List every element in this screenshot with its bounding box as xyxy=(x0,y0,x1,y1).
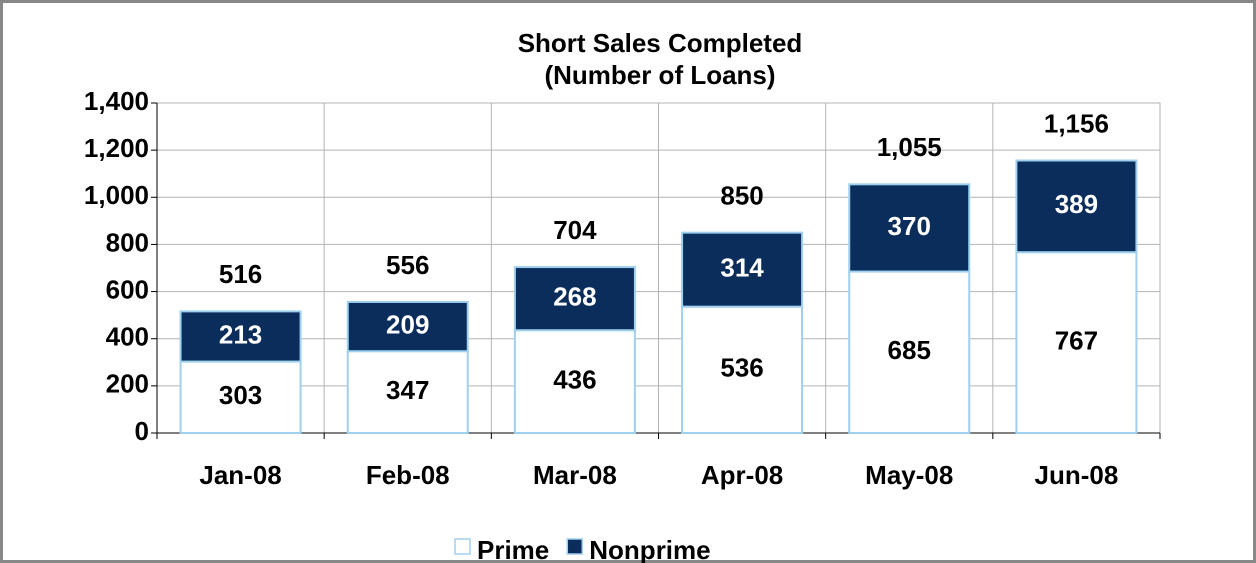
value-label: 314 xyxy=(720,253,764,283)
bar-segment xyxy=(346,300,469,353)
bar-segment xyxy=(848,183,971,273)
legend-label: Nonprime xyxy=(589,535,710,563)
total-label: 516 xyxy=(219,259,262,289)
chart-subtitle: (Number of Loans) xyxy=(544,60,775,90)
total-label: 1,156 xyxy=(1044,108,1109,138)
x-tick-label: Jun-08 xyxy=(1035,460,1119,490)
value-label: 303 xyxy=(219,380,262,410)
value-label: 268 xyxy=(553,282,596,312)
bar-segment xyxy=(681,231,804,308)
legend-swatch xyxy=(566,538,584,555)
bar-segment xyxy=(179,360,302,435)
value-label: 389 xyxy=(1055,189,1098,219)
bar-segment xyxy=(1015,159,1138,254)
x-tick-label: Mar-08 xyxy=(533,460,617,490)
x-tick-label: May-08 xyxy=(865,460,953,490)
y-tick-label: 1,000 xyxy=(84,180,149,210)
y-tick-label: 1,400 xyxy=(84,86,149,116)
total-label: 704 xyxy=(553,215,597,245)
total-label: 556 xyxy=(386,250,429,280)
x-tick-label: Feb-08 xyxy=(366,460,450,490)
value-label: 347 xyxy=(386,375,429,405)
bar-segment xyxy=(513,266,636,332)
value-label: 436 xyxy=(553,364,596,394)
y-tick-label: 400 xyxy=(106,322,149,352)
value-label: 209 xyxy=(386,309,429,339)
bar-segment xyxy=(1015,251,1138,434)
value-label: 213 xyxy=(219,319,262,349)
total-label: 850 xyxy=(720,181,763,211)
legend-swatch xyxy=(454,538,471,555)
y-tick-label: 600 xyxy=(106,274,149,304)
y-tick-label: 800 xyxy=(106,227,149,257)
value-label: 685 xyxy=(888,335,931,365)
legend-label: Prime xyxy=(477,535,549,563)
value-label: 767 xyxy=(1055,325,1098,355)
chart-title: Short Sales Completed xyxy=(518,28,803,58)
bar-segment xyxy=(346,350,469,435)
value-label: 536 xyxy=(720,353,763,383)
x-tick-label: Apr-08 xyxy=(701,460,783,490)
y-tick-label: 0 xyxy=(135,416,149,446)
x-tick-label: Jan-08 xyxy=(199,460,281,490)
bar-segment xyxy=(848,270,971,434)
bar-segment xyxy=(681,305,804,434)
bar-segment xyxy=(513,329,636,435)
bar-segment xyxy=(179,310,302,363)
y-tick-label: 1,200 xyxy=(84,133,149,163)
total-label: 1,055 xyxy=(877,132,942,162)
value-label: 370 xyxy=(888,211,931,241)
y-tick-label: 200 xyxy=(106,369,149,399)
